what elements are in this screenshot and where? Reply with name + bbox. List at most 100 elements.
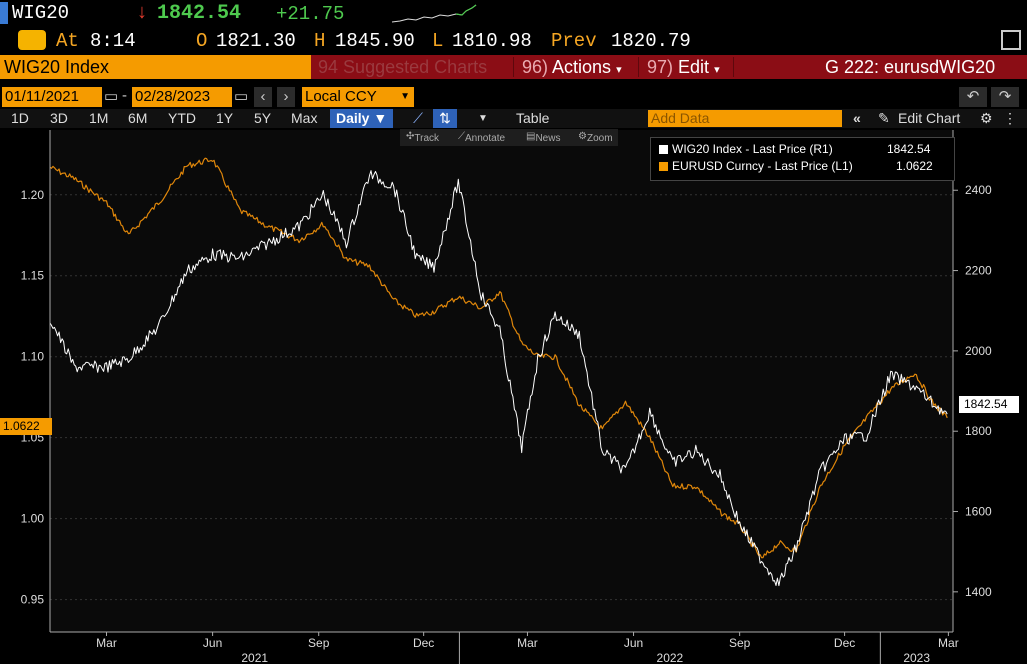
period-1d[interactable]: 1D: [11, 110, 29, 126]
clock-icon: [18, 30, 46, 50]
last-price: 1842.54: [157, 2, 242, 25]
left-axis-tick: 0.95: [21, 593, 45, 607]
quote-time: 8:14: [90, 30, 136, 52]
open-value: 1821.30: [216, 30, 296, 52]
bar-chart-icon[interactable]: ⇅: [433, 109, 457, 128]
suggested-charts-number: 94: [318, 57, 339, 77]
down-arrow-icon: ↓: [137, 1, 147, 23]
legend-item-wig20: WIG20 Index - Last Price (R1) 1842.54: [659, 141, 930, 157]
track-tool[interactable]: ✣ Track: [406, 131, 440, 144]
x-axis-tick: Jun: [624, 636, 643, 650]
suggested-charts-menu[interactable]: 94 Suggested Charts: [318, 55, 487, 79]
zoom-tool[interactable]: ⚙ Zoom: [578, 131, 613, 144]
period-3d[interactable]: 3D: [50, 110, 68, 126]
prev-label: Prev: [551, 30, 597, 52]
chart-toolbar: ✣ Track ⟋ Annotate ▤ News ⚙ Zoom: [400, 129, 618, 146]
price-chart[interactable]: 1.201.151.101.051.000.952400220020001800…: [0, 128, 1027, 664]
x-axis-tick: Dec: [413, 636, 434, 650]
period-1m[interactable]: 1M: [89, 110, 109, 126]
prev-value: 1820.79: [611, 30, 691, 52]
chart-id: G 222: eurusdWIG20: [825, 57, 996, 77]
currency-select[interactable]: Local CCY ▼: [302, 87, 414, 107]
date-range-row: 01/11/2021 ▭ - 02/28/2023 ▭ ‹ › Local CC…: [0, 87, 1027, 107]
edit-menu[interactable]: 97) Edit ▾: [647, 55, 720, 79]
x-axis-year: 2022: [657, 651, 684, 664]
security-symbol[interactable]: WIG20: [0, 2, 69, 24]
left-axis-tick: 1.00: [21, 512, 45, 526]
collapse-icon[interactable]: «: [853, 110, 861, 126]
back-arrow-icon[interactable]: ‹: [254, 87, 272, 107]
redo-icon[interactable]: ↷: [991, 87, 1019, 107]
x-axis-tick: Mar: [938, 636, 959, 650]
last-price-tag-right: 1842.54: [959, 396, 1019, 413]
news-label: News: [535, 133, 561, 144]
x-axis-tick: Sep: [729, 636, 751, 650]
security-title[interactable]: WIG20 Index: [0, 55, 311, 79]
period-5y[interactable]: 5Y: [254, 110, 272, 126]
high-value: 1845.90: [335, 30, 415, 52]
calendar-icon[interactable]: ▭: [234, 88, 249, 105]
line-chart-icon[interactable]: ⟋: [413, 110, 423, 126]
series-eurusd: [49, 157, 948, 559]
edit-label: Edit: [678, 57, 710, 77]
edit-chart-button[interactable]: Edit Chart: [898, 110, 961, 126]
range-dash: -: [122, 87, 127, 104]
period-max[interactable]: Max: [291, 110, 318, 126]
zoom-label: Zoom: [586, 133, 613, 144]
period-row: 1D 3D 1M 6M YTD 1Y 5Y Max Daily ▼ ⟋ ⇅ ▼ …: [0, 109, 1027, 128]
end-date-field[interactable]: 02/28/2023: [132, 87, 232, 107]
dropdown-arrow-icon: ▼: [400, 91, 410, 102]
x-axis-tick: Jun: [203, 636, 222, 650]
frequency-select[interactable]: Daily ▼: [330, 109, 394, 128]
legend-value: 1842.54: [887, 142, 931, 156]
undo-icon[interactable]: ↶: [959, 87, 987, 107]
right-axis-tick: 2400: [965, 183, 992, 197]
legend-label: WIG20 Index - Last Price (R1): [672, 142, 833, 156]
legend: WIG20 Index - Last Price (R1) 1842.54 EU…: [650, 137, 955, 181]
suggested-charts-label: Suggested Charts: [343, 57, 488, 77]
frequency-value: Daily: [336, 110, 370, 126]
actions-menu[interactable]: 96) Actions ▾: [522, 55, 622, 79]
low-label: L: [432, 30, 444, 52]
news-tool[interactable]: ▤ News: [526, 131, 561, 144]
axes: 1.201.151.101.051.000.952400220020001800…: [21, 130, 992, 664]
period-1y[interactable]: 1Y: [216, 110, 234, 126]
dropdown-arrow-icon: ▾: [616, 64, 622, 76]
period-6m[interactable]: 6M: [128, 110, 148, 126]
x-axis-tick: Dec: [834, 636, 855, 650]
sparkline: [391, 4, 477, 23]
menu-icon[interactable]: ⋮: [1003, 110, 1017, 126]
x-axis-year: 2023: [903, 651, 930, 664]
x-axis-tick: Mar: [517, 636, 538, 650]
forward-arrow-icon[interactable]: ›: [277, 87, 295, 107]
legend-item-eurusd: EURUSD Curncy - Last Price (L1) 1.0622: [659, 158, 933, 174]
edit-number: 97): [647, 57, 674, 77]
high-label: H: [314, 30, 326, 52]
add-data-input[interactable]: Add Data: [648, 110, 842, 127]
grid: [50, 130, 953, 632]
net-change: +21.75: [276, 3, 345, 25]
period-ytd[interactable]: YTD: [168, 110, 196, 126]
at-label: At: [56, 30, 79, 52]
left-axis-tick: 1.15: [21, 269, 45, 283]
last-price-tag-left: 1.0622: [0, 418, 52, 435]
dropdown-arrow-icon[interactable]: ▼: [478, 113, 488, 124]
right-axis-tick: 1600: [965, 505, 992, 519]
x-axis-tick: Sep: [308, 636, 330, 650]
left-axis-tick: 1.20: [21, 188, 45, 202]
annotate-tool[interactable]: ⟋ Annotate: [458, 131, 506, 144]
open-label: O: [196, 30, 208, 52]
right-axis-tick: 2000: [965, 344, 992, 358]
start-date-field[interactable]: 01/11/2021: [2, 87, 102, 107]
right-axis-tick: 2200: [965, 264, 992, 278]
currency-value: Local CCY: [305, 88, 377, 105]
plot-area: [50, 130, 953, 632]
table-button[interactable]: Table: [516, 110, 550, 126]
legend-value: 1.0622: [896, 159, 933, 173]
settings-icon[interactable]: ⚙: [980, 110, 993, 126]
title-bar: WIG20 Index 94 Suggested Charts 96) Acti…: [0, 55, 1027, 79]
expand-icon[interactable]: [1001, 30, 1021, 50]
legend-swatch: [659, 162, 668, 171]
calendar-icon[interactable]: ▭: [104, 88, 119, 105]
series-lines: [49, 157, 948, 587]
